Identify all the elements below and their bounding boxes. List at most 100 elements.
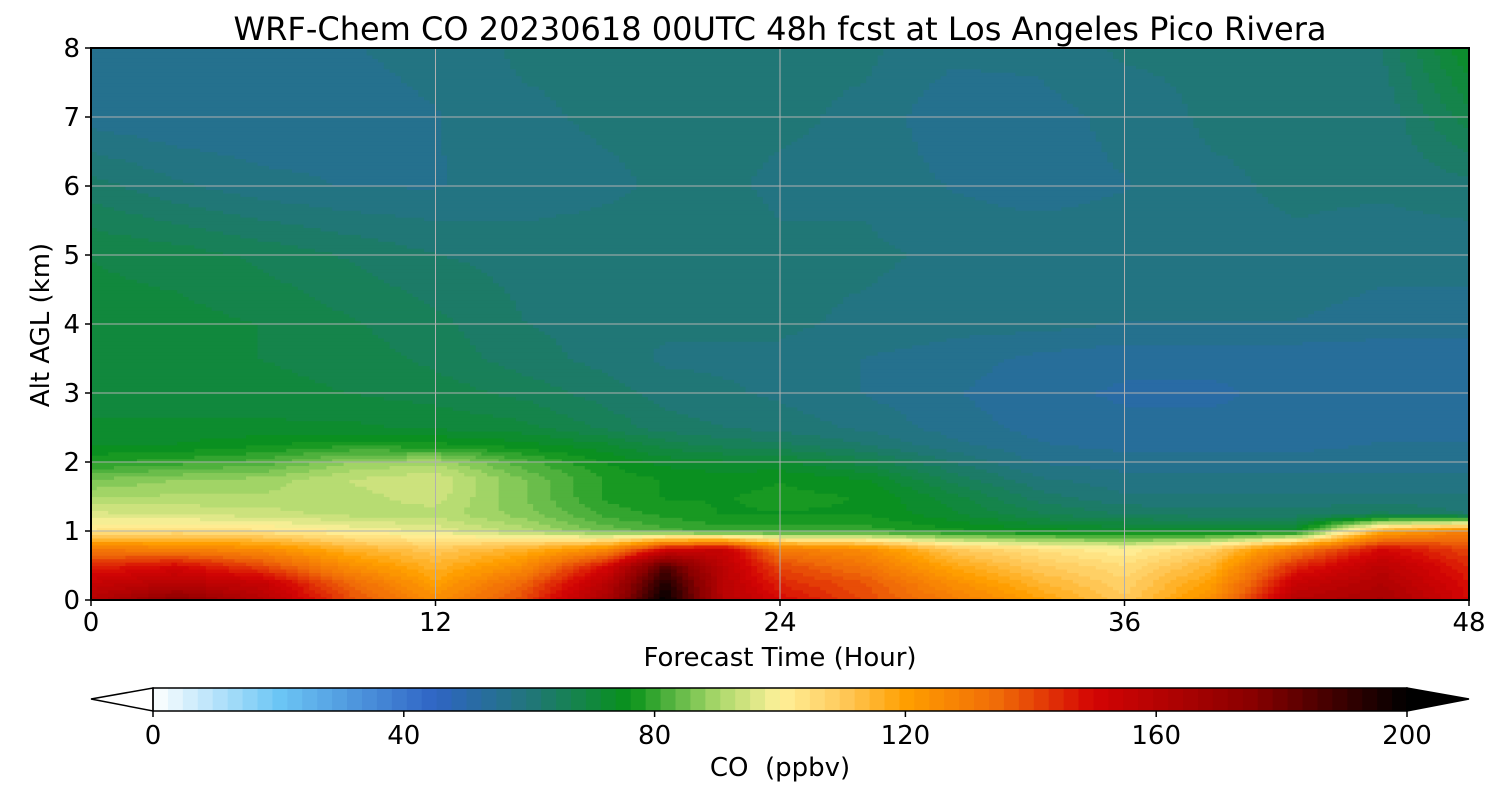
field-cell — [923, 479, 948, 484]
field-cell — [1382, 54, 1401, 59]
field-cell — [860, 82, 930, 87]
field-cell — [1176, 85, 1395, 90]
field-cell — [1239, 575, 1246, 580]
field-cell — [550, 493, 574, 498]
field-cell — [946, 458, 988, 463]
field-cell — [1446, 531, 1469, 536]
field-cell — [630, 544, 643, 549]
field-cell — [768, 203, 999, 208]
field-cell — [148, 582, 207, 587]
field-cell — [481, 572, 494, 577]
field-cell — [441, 123, 580, 128]
field-cell — [481, 268, 890, 273]
field-cell — [1164, 586, 1177, 591]
field-cell — [1457, 551, 1469, 556]
field-cell — [257, 586, 270, 591]
field-cell — [917, 451, 965, 456]
field-cell — [383, 596, 402, 600]
colorbar-cell — [809, 688, 826, 711]
field-cell — [1055, 558, 1103, 563]
field-cell — [1250, 575, 1258, 580]
field-cell — [1072, 479, 1469, 484]
field-cell — [676, 589, 683, 594]
field-cell — [268, 565, 282, 570]
field-cell — [590, 575, 603, 580]
field-cell — [1423, 154, 1469, 159]
field-cell — [682, 589, 689, 594]
field-cell — [1227, 568, 1240, 573]
field-cell — [624, 589, 632, 594]
field-cell — [91, 272, 121, 277]
field-cell — [521, 568, 534, 573]
field-cell — [1038, 579, 1074, 584]
field-cell — [1308, 586, 1338, 591]
field-cell — [1417, 99, 1441, 104]
field-cell — [538, 582, 546, 587]
field-cell — [1118, 468, 1469, 473]
field-cell — [751, 568, 758, 573]
field-cell — [579, 558, 592, 563]
field-cell — [1216, 575, 1223, 580]
field-cell — [177, 289, 305, 294]
field-cell — [1440, 96, 1464, 101]
field-cell — [843, 437, 902, 442]
field-cell — [797, 596, 821, 600]
field-cell — [1135, 582, 1154, 587]
field-cell — [1296, 562, 1309, 567]
field-cell — [659, 582, 672, 587]
field-cell — [343, 462, 460, 467]
colorbar-cell — [242, 688, 258, 711]
field-cell — [843, 575, 873, 580]
field-cell — [774, 213, 1292, 218]
field-cell — [464, 565, 483, 570]
field-cell — [1021, 493, 1062, 498]
field-cell — [504, 455, 546, 460]
field-cell — [337, 582, 350, 587]
field-cell — [1216, 151, 1424, 156]
field-cell — [573, 562, 586, 567]
field-cell — [1348, 582, 1378, 587]
field-cell — [556, 572, 569, 577]
field-cell — [1451, 48, 1469, 53]
field-cell — [1325, 562, 1338, 567]
field-cell — [665, 496, 735, 501]
field-cell — [716, 565, 724, 570]
field-cell — [860, 596, 879, 600]
field-cell — [636, 596, 643, 600]
field-cell — [228, 586, 259, 591]
field-cell — [573, 568, 580, 573]
field-cell — [223, 465, 287, 470]
field-cell — [1394, 89, 1418, 94]
field-cell — [280, 506, 465, 511]
colorbar-cell — [391, 688, 408, 711]
field-cell — [1279, 206, 1338, 211]
field-cell — [877, 482, 902, 487]
field-cell — [613, 534, 643, 539]
field-cell — [1204, 579, 1217, 584]
field-cell — [630, 589, 638, 594]
field-cell — [435, 368, 517, 373]
field-cell — [504, 51, 884, 56]
field-cell — [320, 227, 873, 232]
field-cell — [1113, 51, 1384, 56]
field-cell — [91, 203, 104, 208]
field-cell — [1113, 399, 1229, 404]
field-cell — [584, 586, 592, 591]
field-cell — [871, 534, 907, 539]
field-cell — [309, 172, 448, 177]
field-cell — [900, 248, 1469, 253]
field-cell — [1400, 596, 1413, 600]
field-cell — [843, 296, 1350, 301]
field-cell — [1296, 513, 1332, 518]
field-cell — [602, 203, 770, 208]
field-cell — [521, 589, 534, 594]
field-cell — [682, 575, 689, 580]
field-cell — [125, 586, 150, 591]
field-cell — [441, 558, 471, 563]
field-cell — [1457, 58, 1469, 63]
field-cell — [1388, 558, 1407, 563]
field-cell — [1227, 565, 1235, 570]
field-cell — [378, 334, 465, 339]
field-cell — [567, 451, 615, 456]
field-cell — [527, 496, 551, 501]
